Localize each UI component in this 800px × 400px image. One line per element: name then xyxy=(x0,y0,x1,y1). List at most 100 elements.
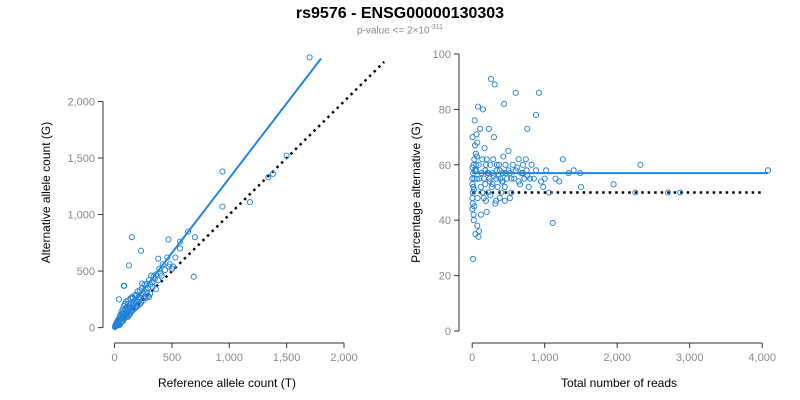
y-tick-label: 1,500 xyxy=(67,153,95,165)
data-point xyxy=(664,189,671,196)
data-point xyxy=(147,290,154,297)
data-point xyxy=(184,228,192,235)
data-point xyxy=(519,161,526,168)
data-point xyxy=(540,183,547,191)
x-axis-title: Total number of reads xyxy=(561,376,677,390)
y-axis-title: Percentage alternative (G) xyxy=(409,122,423,263)
data-point xyxy=(502,161,509,168)
data-point xyxy=(506,194,513,202)
data-point xyxy=(486,175,493,182)
chart-subtitle: p-value <= 2×10-311 xyxy=(0,24,800,36)
x-tick-label: 2,000 xyxy=(330,352,358,364)
data-point xyxy=(487,161,494,168)
data-point xyxy=(577,183,584,191)
data-point xyxy=(492,200,499,207)
x-tick-label: 1,500 xyxy=(273,352,301,364)
data-point xyxy=(632,189,639,196)
data-point xyxy=(511,175,518,182)
data-point xyxy=(246,199,253,206)
subtitle-exponent: -311 xyxy=(429,24,444,31)
data-point xyxy=(482,197,490,204)
data-point xyxy=(483,156,490,163)
data-point xyxy=(501,183,508,191)
data-point xyxy=(474,222,481,229)
data-point xyxy=(556,178,563,185)
data-point xyxy=(156,265,163,272)
data-point xyxy=(524,125,531,132)
data-point xyxy=(120,282,127,289)
chart-title: rs9576 - ENSG00000130303 xyxy=(295,5,505,22)
data-point xyxy=(494,183,501,191)
subtitle-prefix: p-value <= 2×10 xyxy=(356,25,430,37)
data-point xyxy=(172,254,179,261)
data-point xyxy=(525,183,532,191)
data-point xyxy=(559,156,566,163)
data-point xyxy=(474,194,481,202)
data-point xyxy=(128,234,135,241)
data-point xyxy=(476,228,483,235)
data-point xyxy=(637,161,644,168)
data-point xyxy=(505,147,512,154)
data-point xyxy=(487,192,494,199)
data-point xyxy=(115,296,122,303)
data-point xyxy=(483,208,490,215)
data-point xyxy=(162,266,169,273)
data-point xyxy=(469,255,477,263)
y-tick-label: 60 xyxy=(439,160,451,172)
data-point xyxy=(677,189,684,196)
data-point xyxy=(610,181,617,188)
scatter-panel-right: 0 1,000 2,000 3,000 4,000 0 20 40 60 80 100 Total n… xyxy=(409,49,776,390)
data-point xyxy=(477,183,484,191)
y-tick-label: 80 xyxy=(439,104,451,116)
data-point xyxy=(265,174,272,181)
data-point xyxy=(488,183,495,191)
data-point xyxy=(472,230,479,238)
x-tick-label: 2,000 xyxy=(603,352,631,364)
data-point xyxy=(191,234,198,241)
data-point xyxy=(477,125,484,132)
data-point xyxy=(469,206,476,213)
data-point xyxy=(469,175,476,182)
data-point xyxy=(545,189,553,196)
data-point xyxy=(159,261,166,268)
x-axis-title: Reference allele count (T) xyxy=(158,376,296,390)
data-point xyxy=(480,106,487,113)
y-tick-label: 0 xyxy=(445,326,451,338)
data-point xyxy=(470,161,477,168)
data-point xyxy=(473,131,480,138)
x-tick-label: 4,000 xyxy=(748,352,776,364)
data-point xyxy=(552,175,559,182)
y-tick-label: 500 xyxy=(77,266,95,278)
data-point xyxy=(165,263,172,270)
data-point xyxy=(470,186,478,193)
y-tick-label: 2,000 xyxy=(67,96,95,108)
data-point xyxy=(133,303,141,310)
data-point xyxy=(489,181,496,188)
data-point xyxy=(485,125,492,132)
data-point xyxy=(535,89,542,96)
data-point xyxy=(477,211,484,218)
data-point xyxy=(469,134,476,141)
data-point xyxy=(512,89,519,96)
data-point xyxy=(472,150,479,157)
data-point xyxy=(219,203,226,210)
data-point xyxy=(471,117,478,124)
data-point xyxy=(515,178,522,185)
data-point xyxy=(500,153,507,160)
data-point xyxy=(487,75,495,82)
data-point xyxy=(127,295,134,302)
reference-line xyxy=(113,61,385,329)
data-point xyxy=(480,175,487,182)
x-tick-label: 0 xyxy=(112,352,118,364)
data-point xyxy=(125,262,132,269)
data-point xyxy=(283,152,290,159)
data-point xyxy=(532,111,540,118)
data-point xyxy=(137,247,145,254)
data-point xyxy=(472,142,479,149)
data-point xyxy=(499,178,506,185)
y-tick-label: 100 xyxy=(433,49,451,61)
data-point xyxy=(481,145,488,152)
data-point xyxy=(473,175,480,182)
data-point xyxy=(152,286,159,293)
